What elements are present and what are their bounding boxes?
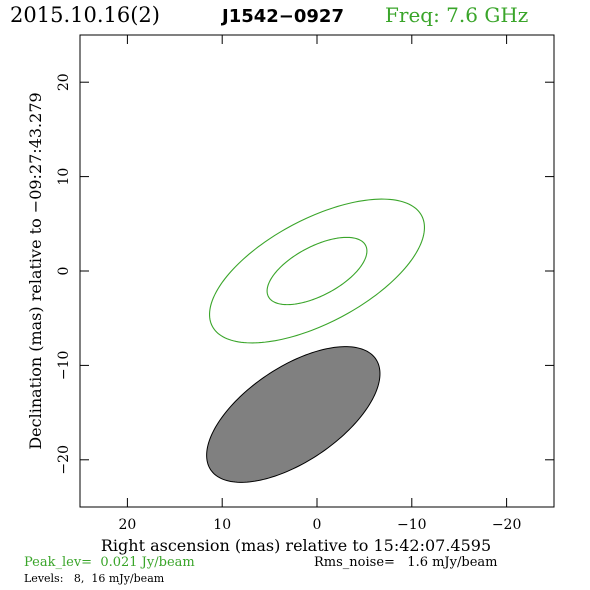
y-tick-label: −20 <box>56 445 72 475</box>
epoch-label: 2015.10.16(2) <box>10 3 160 27</box>
axis-ticks <box>80 35 554 507</box>
beam-ellipse <box>206 346 381 483</box>
peak-level-label: Peak_lev= 0.021 Jy/beam <box>24 555 195 570</box>
contour-layer <box>209 198 425 344</box>
axis-tick-labels: 20 10 0 −10 −20 20 10 0 −10 −20 <box>56 73 521 533</box>
x-tick-label: 0 <box>313 517 322 533</box>
y-tick-label: 10 <box>56 168 72 186</box>
levels-label: Levels: 8, 16 mJy/beam <box>24 572 165 585</box>
contour-level-16 <box>266 236 368 306</box>
source-label: J1542−0927 <box>220 6 344 27</box>
contour-level-8 <box>209 198 425 344</box>
beam-layer <box>206 346 381 483</box>
x-tick-label: 20 <box>118 517 136 533</box>
frequency-label: Freq: 7.6 GHz <box>385 3 528 27</box>
x-tick-label: −10 <box>397 517 427 533</box>
x-axis-label: Right ascension (mas) relative to 15:42:… <box>101 536 491 555</box>
y-tick-label: 0 <box>56 267 72 276</box>
y-tick-label: 20 <box>56 73 72 91</box>
y-tick-label: −10 <box>56 351 72 381</box>
rms-noise-label: Rms_noise= 1.6 mJy/beam <box>314 555 497 570</box>
x-tick-label: 10 <box>213 517 231 533</box>
y-axis-label: Declination (mas) relative to −09:27:43.… <box>26 92 45 449</box>
x-tick-label: −20 <box>492 517 522 533</box>
